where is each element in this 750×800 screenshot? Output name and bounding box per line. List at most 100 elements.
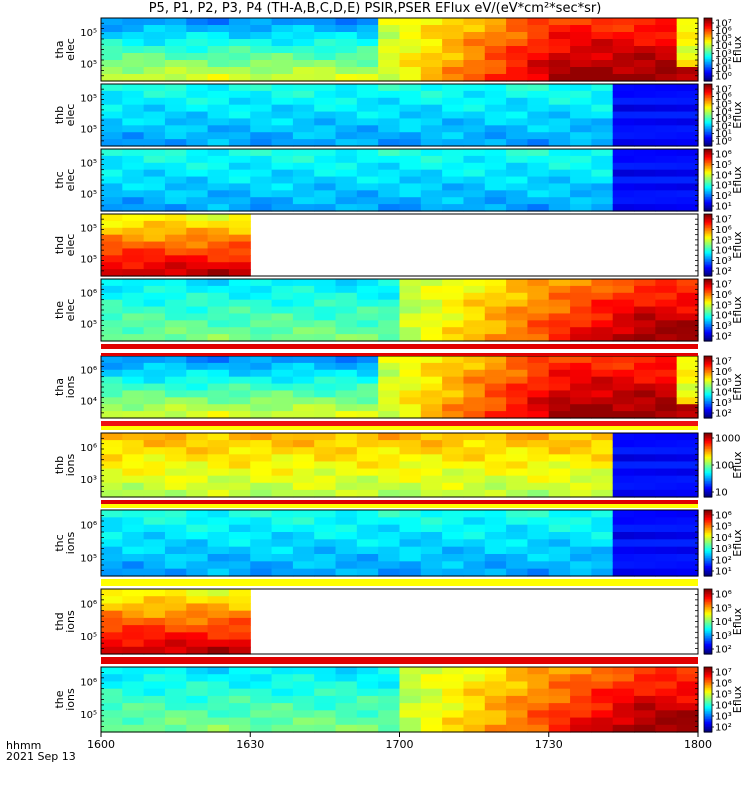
colorbar-segment: [704, 377, 712, 380]
spectrogram-cell: [399, 356, 422, 364]
spectrogram-cell: [228, 279, 251, 287]
spectrogram-cell: [463, 84, 486, 92]
spectrogram-cell: [101, 603, 123, 612]
spectrogram-cell: [186, 688, 209, 697]
spectrogram-cell: [612, 411, 635, 419]
x-tick-label: 1730: [535, 738, 563, 751]
spectrogram-cell: [314, 190, 337, 198]
spectrogram-cell: [122, 255, 145, 263]
spectrogram-cell: [548, 510, 571, 518]
spectrogram-cell: [591, 554, 614, 562]
spectrogram-cell: [164, 717, 187, 726]
spectrogram-cell: [314, 433, 337, 441]
spectrogram-cell: [356, 25, 379, 33]
colorbar-segment: [704, 445, 712, 448]
spectrogram-cell: [527, 703, 550, 711]
colorbar-segment: [704, 113, 712, 116]
spectrogram-cell: [101, 227, 123, 236]
spectrogram-cell: [399, 149, 422, 157]
spectrogram-cell: [506, 376, 529, 385]
spectrogram-cell: [655, 468, 678, 477]
spectrogram-cell: [506, 454, 529, 463]
spectrogram-cell: [314, 369, 337, 378]
spectrogram-cell: [186, 25, 209, 33]
spectrogram-cell: [186, 155, 209, 164]
spectrogram-cell: [591, 440, 614, 448]
spectrogram-cell: [634, 32, 656, 40]
spectrogram-cell: [548, 306, 571, 315]
spectrogram-cell: [463, 482, 486, 491]
spectrogram-cell: [378, 299, 401, 308]
spectrogram-cell: [292, 190, 315, 198]
spectrogram-cell: [506, 67, 529, 75]
spectrogram-cell: [101, 625, 123, 633]
spectrogram-cell: [292, 104, 315, 113]
spectrogram-cell: [143, 139, 166, 147]
y-tick-label: 10⁶: [80, 599, 97, 610]
panel-label-species: ions: [64, 688, 77, 711]
spectrogram-cell: [506, 554, 529, 562]
spectrogram-cell: [442, 681, 465, 690]
spectrogram-cell: [463, 132, 486, 140]
spectrogram-cell: [527, 554, 550, 562]
spectrogram-cell: [228, 639, 251, 648]
spectrogram-cell: [612, 67, 635, 75]
spectrogram-cell: [356, 67, 379, 75]
spectrogram-cell: [442, 376, 465, 385]
colorbar-tick-label: 10²: [715, 191, 732, 202]
colorbar-segment: [704, 334, 712, 337]
spectrogram-cell: [463, 376, 486, 385]
spectrogram-cell: [314, 60, 337, 68]
spectrogram-cell: [442, 568, 465, 577]
spectrogram-cell: [676, 568, 699, 577]
spectrogram-cell: [442, 53, 465, 61]
spectrogram-cell: [143, 646, 166, 655]
spectrogram-cell: [484, 356, 507, 364]
colorbar-segment: [704, 722, 712, 725]
colorbar-segment: [704, 477, 712, 480]
spectrogram-cell: [399, 568, 422, 577]
spectrogram-cell: [634, 162, 656, 171]
spectrogram-cell: [314, 162, 337, 171]
colorbar-segment: [704, 180, 712, 183]
spectrogram-cell: [228, 269, 251, 277]
spectrogram-cell: [378, 320, 401, 328]
colorbar-tick-label: 10³: [715, 114, 732, 125]
spectrogram-cell: [484, 18, 507, 26]
spectrogram-cell: [271, 90, 294, 99]
spectrogram-cell: [506, 97, 529, 106]
spectrogram-cell: [399, 561, 422, 570]
spectrogram-cell: [378, 546, 401, 555]
spectrogram-cell: [655, 25, 678, 33]
spectrogram-cell: [314, 149, 337, 157]
colorbar-segment: [704, 485, 712, 488]
spectrogram-cell: [655, 320, 678, 328]
spectrogram-cell: [463, 60, 486, 68]
spectrogram-cell: [655, 482, 678, 491]
spectrogram-cell: [250, 561, 273, 570]
spectrogram-cell: [356, 18, 379, 26]
spectrogram-cell: [207, 695, 230, 704]
colorbar-segment: [704, 518, 712, 521]
spectrogram-cell: [314, 710, 337, 719]
spectrogram-cell: [570, 97, 592, 106]
spectrogram-cell: [186, 695, 209, 704]
spectrogram-cell: [612, 162, 635, 171]
spectrogram-cell: [122, 220, 145, 229]
spectrogram-cell: [655, 390, 678, 398]
spectrogram-cell: [612, 475, 635, 484]
spectrogram-cell: [207, 46, 230, 54]
spectrogram-cell: [612, 18, 635, 26]
spectrogram-cell: [484, 390, 507, 398]
spectrogram-cell: [292, 433, 315, 441]
spectrogram-cell: [122, 313, 145, 321]
spectrogram-cell: [122, 234, 145, 243]
spectrogram-cell: [634, 482, 656, 491]
spectrogram-cell: [228, 155, 251, 164]
spectrogram-cell: [143, 724, 166, 733]
spectrogram-cell: [186, 60, 209, 68]
spectrogram-cell: [548, 468, 571, 477]
spectrogram-cell: [378, 74, 401, 82]
spectrogram-cell: [101, 717, 123, 726]
spectrogram-cell: [655, 475, 678, 484]
